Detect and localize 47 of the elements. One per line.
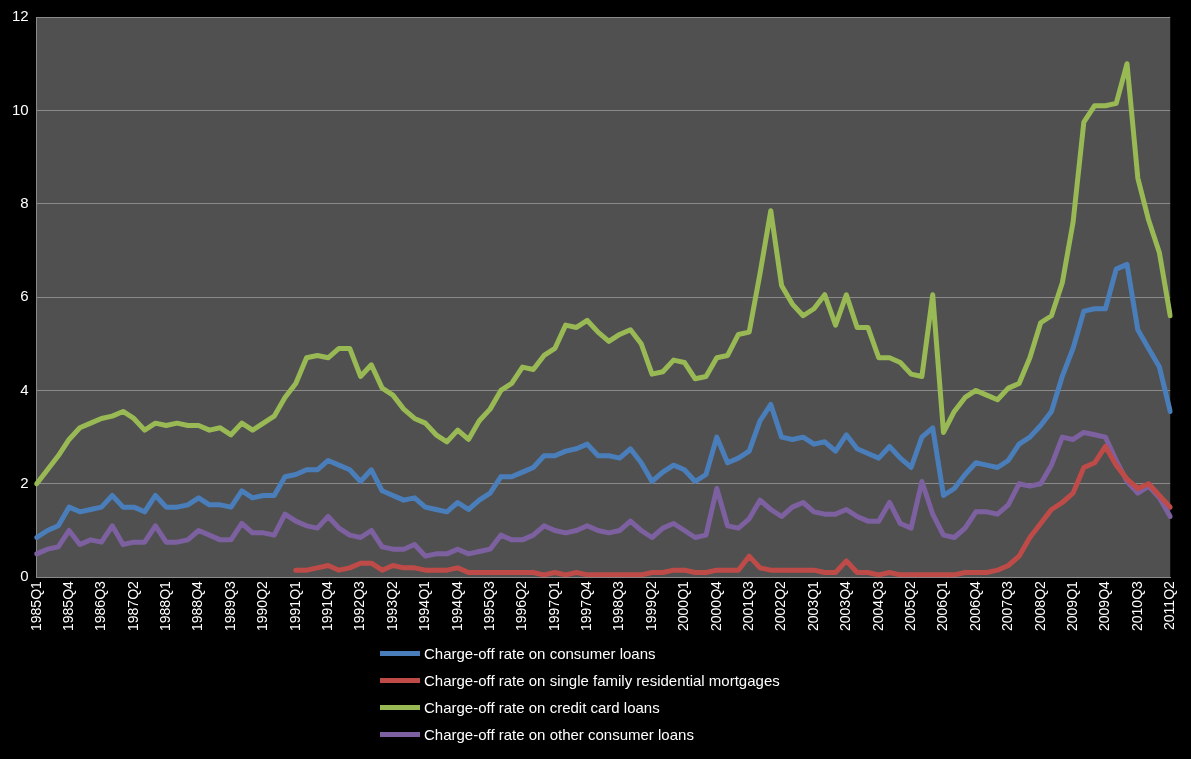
y-tick-label: 2 xyxy=(20,473,29,491)
x-tick-label: 1996Q2 xyxy=(513,580,530,632)
x-tick-label: 1998Q3 xyxy=(610,580,627,632)
x-tick-label: 2006Q4 xyxy=(966,580,983,632)
x-tick-label: 1987Q2 xyxy=(124,580,141,632)
x-tick-label: 2003Q4 xyxy=(837,580,854,632)
x-tick-label: 1988Q1 xyxy=(157,580,174,632)
x-tick-label: 1989Q3 xyxy=(221,580,238,632)
x-tick-label: 1991Q4 xyxy=(319,580,336,632)
y-tick-label: 0 xyxy=(20,567,29,585)
x-tick-label: 2003Q1 xyxy=(804,580,821,632)
legend-label: Charge-off rate on other consumer loans xyxy=(424,726,694,743)
y-tick-label: 10 xyxy=(12,100,29,118)
x-tick-label: 2010Q3 xyxy=(1128,580,1145,632)
x-tick-label: 2001Q3 xyxy=(740,580,757,632)
x-tick-label: 2005Q2 xyxy=(901,580,918,632)
x-tick-label: 1995Q3 xyxy=(480,580,497,632)
y-tick-label: 4 xyxy=(20,380,29,398)
legend-label: Charge-off rate on credit card loans xyxy=(424,699,660,716)
x-tick-label: 2000Q4 xyxy=(707,580,724,632)
y-tick-label: 12 xyxy=(12,7,29,25)
legend-label: Charge-off rate on single family residential mortgages xyxy=(424,672,780,689)
x-tick-label: 1985Q4 xyxy=(59,580,76,632)
x-tick-label: 1997Q1 xyxy=(545,580,562,632)
x-tick-label: 1990Q2 xyxy=(254,580,271,632)
x-tick-label: 2009Q4 xyxy=(1096,580,1113,632)
y-tick-label: 8 xyxy=(20,193,29,211)
x-tick-label: 1986Q3 xyxy=(92,580,109,632)
x-tick-label: 1993Q2 xyxy=(383,580,400,632)
x-tick-label: 1994Q4 xyxy=(448,580,465,632)
x-tick-label: 2008Q2 xyxy=(1031,580,1048,632)
x-tick-label: 2004Q3 xyxy=(869,580,886,632)
x-tick-label: 2002Q2 xyxy=(772,580,789,632)
x-tick-label: 1997Q4 xyxy=(578,580,595,632)
legend-label: Charge-off rate on consumer loans xyxy=(424,645,656,662)
x-tick-label: 1999Q2 xyxy=(642,580,659,632)
y-tick-label: 6 xyxy=(20,287,29,305)
x-tick-label: 2000Q1 xyxy=(675,580,692,632)
x-tick-label: 2011Q2 xyxy=(1161,580,1178,630)
x-tick-label: 2006Q1 xyxy=(934,580,951,632)
x-tick-label: 2007Q3 xyxy=(999,580,1016,632)
x-tick-label: 2009Q1 xyxy=(1063,580,1080,632)
x-tick-label: 1992Q3 xyxy=(351,580,368,632)
x-tick-label: 1991Q1 xyxy=(286,580,303,632)
x-tick-label: 1985Q1 xyxy=(27,580,44,632)
x-tick-label: 1988Q4 xyxy=(189,580,206,632)
x-tick-label: 1994Q1 xyxy=(416,580,433,632)
